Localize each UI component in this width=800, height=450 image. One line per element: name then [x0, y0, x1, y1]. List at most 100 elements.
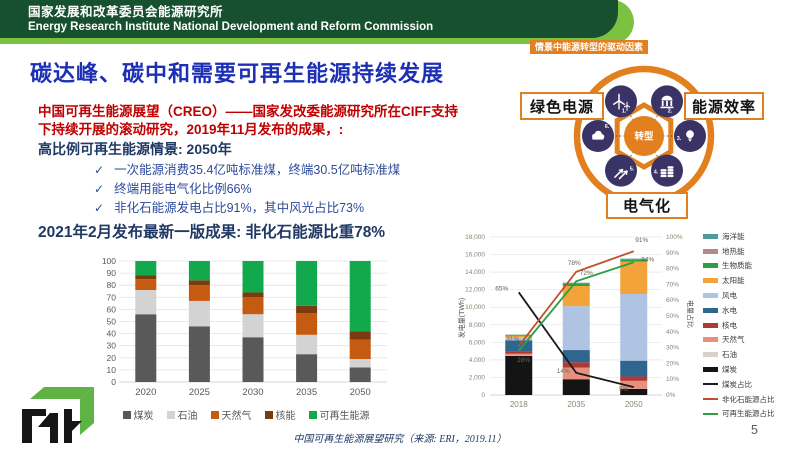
- legend-item: 太阳能: [703, 273, 799, 288]
- svg-text:84%: 84%: [641, 256, 654, 263]
- svg-text:10,000: 10,000: [465, 304, 485, 311]
- intro-text-block: 中国可再生能源展望（CREO）——国家发改委能源研究所在CIFF支持下持续开展的…: [38, 103, 470, 242]
- legend-item: 核电: [703, 318, 799, 333]
- legend-item: 地热能: [703, 244, 799, 259]
- svg-text:14%: 14%: [557, 368, 570, 375]
- legend-item: 石油: [703, 347, 799, 362]
- svg-text:60: 60: [107, 304, 117, 314]
- scenario-bullet-list: ✓ 一次能源消费35.4亿吨标准煤，终端30.5亿吨标准煤 ✓ 终端用能电气化比例6…: [38, 161, 470, 218]
- legend-item: 海洋能: [703, 229, 799, 244]
- coins-icon: [660, 166, 674, 178]
- svg-text:100: 100: [102, 256, 116, 266]
- legend-item: 风电: [703, 288, 799, 303]
- svg-text:2025: 2025: [189, 387, 210, 398]
- legend-item: 煤炭: [122, 407, 154, 422]
- svg-text:5%: 5%: [619, 386, 629, 393]
- svg-text:70%: 70%: [666, 281, 679, 288]
- diagram-caption: 情景中能源转型的驱动因素: [530, 40, 649, 54]
- checkmark-icon: ✓: [94, 201, 105, 216]
- source-note: 中国可再生能源展望研究（来源: ERI，2019.11）: [293, 434, 507, 445]
- svg-text:50%: 50%: [666, 313, 679, 320]
- legend-item: 水电: [703, 303, 799, 318]
- svg-text:31%: 31%: [506, 336, 519, 343]
- bullet-text: 一次能源消费35.4亿吨标准煤，终端30.5亿吨标准煤: [114, 163, 401, 178]
- svg-text:2050: 2050: [350, 387, 371, 398]
- svg-text:6.: 6.: [605, 124, 610, 130]
- legend-item: 天然气: [703, 333, 799, 348]
- svg-text:30%: 30%: [666, 345, 679, 352]
- svg-text:2030: 2030: [242, 387, 263, 398]
- checkmark-icon: ✓: [94, 182, 105, 197]
- legend-item: 核能: [264, 407, 296, 422]
- legend-item: 生物质能: [703, 259, 799, 274]
- legend-item: 可再生能源: [308, 407, 370, 422]
- label-green-power: 绿色电源: [520, 92, 604, 120]
- svg-text:78%: 78%: [568, 260, 581, 267]
- svg-text:6,000: 6,000: [469, 339, 486, 346]
- svg-text:91%: 91%: [635, 237, 648, 244]
- svg-text:30: 30: [107, 341, 117, 351]
- power-generation-combo-chart: 0 2,000 4,000 6,000 8,000 10,000 12,000 14,000 1…: [457, 234, 695, 409]
- svg-text:8,000: 8,000: [469, 322, 486, 329]
- header-bar: 国家发展和改革委员会能源研究所 Energy Research Institut…: [0, 0, 618, 38]
- primary-energy-mix-chart: 0 10 20 30 40 50 60 70 80 90 100 2020 2025 2030 2035 20…: [100, 250, 392, 422]
- svg-text:10%: 10%: [666, 376, 679, 383]
- legend-item: 煤炭: [703, 362, 799, 377]
- arrows-icon: [614, 168, 628, 180]
- bullet-text: 非化石能源发电占比91%，其中风光占比73%: [114, 201, 365, 216]
- svg-text:40%: 40%: [666, 329, 679, 336]
- legend-item: 煤炭占比: [703, 377, 799, 392]
- svg-text:2035: 2035: [567, 400, 585, 409]
- cloud-icon: [592, 130, 605, 140]
- energy-mix-legend: 煤炭 石油 天然气 核能 可再生能源: [100, 407, 392, 422]
- bullet-item: ✓ 终端用能电气化比例66%: [94, 180, 470, 199]
- legend-item: 可再生能源占比: [703, 407, 799, 422]
- svg-text:16,000: 16,000: [465, 252, 485, 259]
- svg-text:65%: 65%: [495, 285, 508, 292]
- svg-text:60%: 60%: [666, 297, 679, 304]
- power-generation-chart: 0 2,000 4,000 6,000 8,000 10,000 12,000 14,000 1…: [455, 218, 697, 419]
- checkmark-icon: ✓: [94, 163, 105, 178]
- label-energy-efficiency: 能源效率: [684, 92, 764, 120]
- svg-text:发电量(TWh): 发电量(TWh): [457, 298, 466, 338]
- svg-text:10: 10: [107, 365, 117, 375]
- svg-text:2,000: 2,000: [469, 374, 486, 381]
- svg-text:5.: 5.: [630, 167, 635, 173]
- org-name-en: Energy Research Institute National Devel…: [28, 21, 434, 33]
- wind-turbine-icon: [612, 93, 631, 111]
- svg-text:0: 0: [111, 377, 116, 387]
- svg-text:4.: 4.: [654, 170, 659, 176]
- svg-text:90: 90: [107, 268, 117, 278]
- page-title: 碳达峰、碳中和需要可再生能源持续发展: [30, 61, 445, 86]
- svg-text:50: 50: [107, 317, 117, 327]
- legend-item: 非化石能源占比: [703, 392, 799, 407]
- transition-drivers-diagram: 情景中能源转型的驱动因素 转型 1. 2. 3. 4. 5. 6. 绿色电源 能源效率 电气…: [520, 40, 800, 230]
- page-number: 5: [751, 423, 758, 437]
- lead-paragraph: 中国可再生能源展望（CREO）——国家发改委能源研究所在CIFF支持下持续开展的…: [38, 104, 458, 137]
- light-bulb-icon: [686, 130, 694, 142]
- svg-text:90%: 90%: [666, 250, 679, 257]
- bank-icon: [660, 95, 674, 109]
- bullet-item: ✓ 非化石能源发电占比91%，其中风光占比73%: [94, 199, 470, 218]
- svg-text:转型: 转型: [634, 131, 654, 143]
- svg-text:4,000: 4,000: [469, 357, 486, 364]
- svg-text:80: 80: [107, 280, 117, 290]
- update-statement: 2021年2月发布最新一版成果: 非化石能源比重78%: [38, 224, 386, 242]
- svg-text:2.: 2.: [668, 108, 673, 114]
- bullet-item: ✓ 一次能源消费35.4亿吨标准煤，终端30.5亿吨标准煤: [94, 161, 470, 180]
- svg-text:2035: 2035: [296, 387, 317, 398]
- transition-wheel: 转型 1. 2. 3. 4. 5. 6.: [573, 65, 715, 207]
- legend-item: 石油: [166, 407, 198, 422]
- svg-text:72%: 72%: [580, 270, 593, 277]
- power-generation-legend: 海洋能 地热能 生物质能 太阳能 风电 水电 核电 天然气 石油 煤炭 煤炭占比 非化石能源占比 可再生…: [703, 229, 799, 421]
- svg-text:14,000: 14,000: [465, 269, 485, 276]
- svg-text:电量占比: 电量占比: [686, 300, 695, 328]
- label-electrification: 电气化: [606, 192, 688, 219]
- bullet-text: 终端用能电气化比例66%: [114, 182, 252, 197]
- svg-text:3.: 3.: [677, 136, 682, 142]
- eri-logo: [22, 387, 94, 443]
- svg-text:1.: 1.: [622, 108, 627, 114]
- svg-text:18,000: 18,000: [465, 234, 485, 241]
- scenario-heading: 高比例可再生能源情景: 2050年: [38, 141, 232, 158]
